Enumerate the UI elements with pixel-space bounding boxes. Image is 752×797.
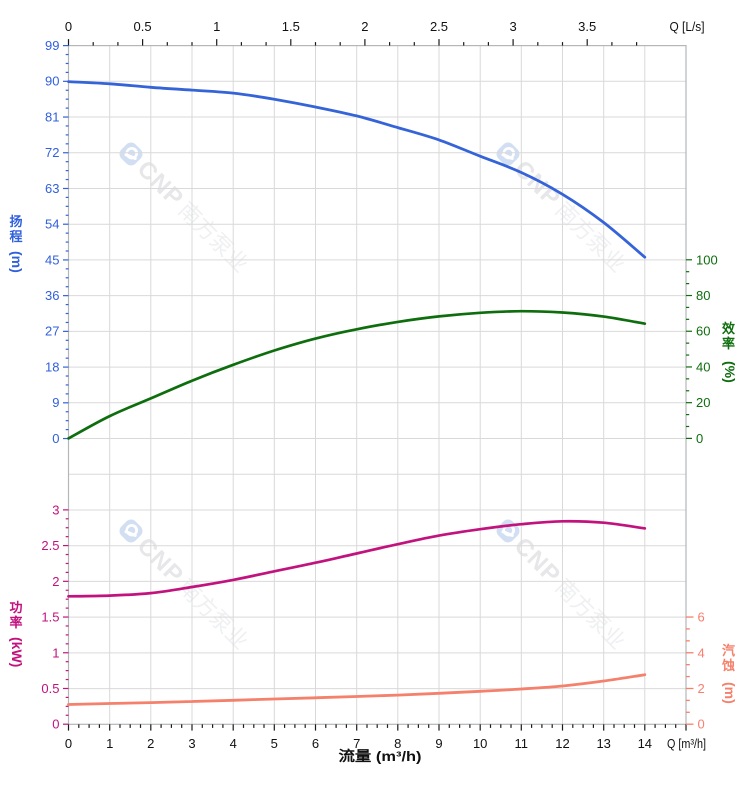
svg-text:72: 72 (45, 145, 59, 160)
svg-text:0: 0 (696, 431, 703, 446)
svg-text:81: 81 (45, 109, 59, 124)
svg-text:14: 14 (638, 736, 652, 751)
svg-text:2: 2 (361, 19, 368, 34)
svg-text:2: 2 (52, 574, 59, 589)
svg-text:10: 10 (473, 736, 487, 751)
svg-text:7: 7 (353, 736, 360, 751)
svg-text:3: 3 (52, 502, 59, 517)
svg-text:27: 27 (45, 324, 59, 339)
svg-text:100: 100 (696, 252, 718, 267)
svg-text:1: 1 (213, 19, 220, 34)
svg-text:2.5: 2.5 (41, 538, 59, 553)
svg-text:流量 (m³/h): 流量 (m³/h) (339, 748, 422, 764)
svg-text:13: 13 (596, 736, 610, 751)
svg-text:2: 2 (147, 736, 154, 751)
svg-text:1.5: 1.5 (282, 19, 300, 34)
svg-text:6: 6 (312, 736, 319, 751)
svg-text:36: 36 (45, 288, 59, 303)
svg-text:6: 6 (698, 610, 705, 625)
svg-text:99: 99 (45, 38, 59, 53)
svg-text:4: 4 (230, 736, 237, 751)
svg-text:9: 9 (435, 736, 442, 751)
svg-text:20: 20 (696, 395, 710, 410)
svg-text:1.5: 1.5 (41, 610, 59, 625)
svg-text:18: 18 (45, 360, 59, 375)
svg-text:Q [m³/h]: Q [m³/h] (667, 736, 706, 751)
svg-text:0: 0 (698, 717, 705, 732)
svg-text:80: 80 (696, 288, 710, 303)
svg-text:3.5: 3.5 (578, 19, 596, 34)
svg-text:11: 11 (515, 736, 529, 751)
svg-text:0: 0 (52, 431, 59, 446)
svg-text:2.5: 2.5 (430, 19, 448, 34)
svg-text:Q [L/s]: Q [L/s] (670, 19, 705, 34)
svg-text:0.5: 0.5 (134, 19, 152, 34)
svg-text:0: 0 (65, 736, 72, 751)
svg-text:0: 0 (52, 717, 59, 732)
svg-text:54: 54 (45, 217, 59, 232)
svg-text:9: 9 (52, 395, 59, 410)
svg-text:1: 1 (52, 645, 59, 660)
svg-text:2: 2 (698, 681, 705, 696)
svg-text:90: 90 (45, 74, 59, 89)
svg-text:60: 60 (696, 324, 710, 339)
svg-text:12: 12 (555, 736, 569, 751)
svg-text:40: 40 (696, 360, 710, 375)
svg-text:0: 0 (65, 19, 72, 34)
svg-text:4: 4 (698, 645, 705, 660)
svg-text:45: 45 (45, 252, 59, 267)
svg-text:5: 5 (271, 736, 278, 751)
svg-text:3: 3 (509, 19, 516, 34)
svg-text:1: 1 (106, 736, 113, 751)
svg-text:63: 63 (45, 181, 59, 196)
svg-text:3: 3 (188, 736, 195, 751)
svg-text:0.5: 0.5 (41, 681, 59, 696)
svg-text:8: 8 (394, 736, 401, 751)
